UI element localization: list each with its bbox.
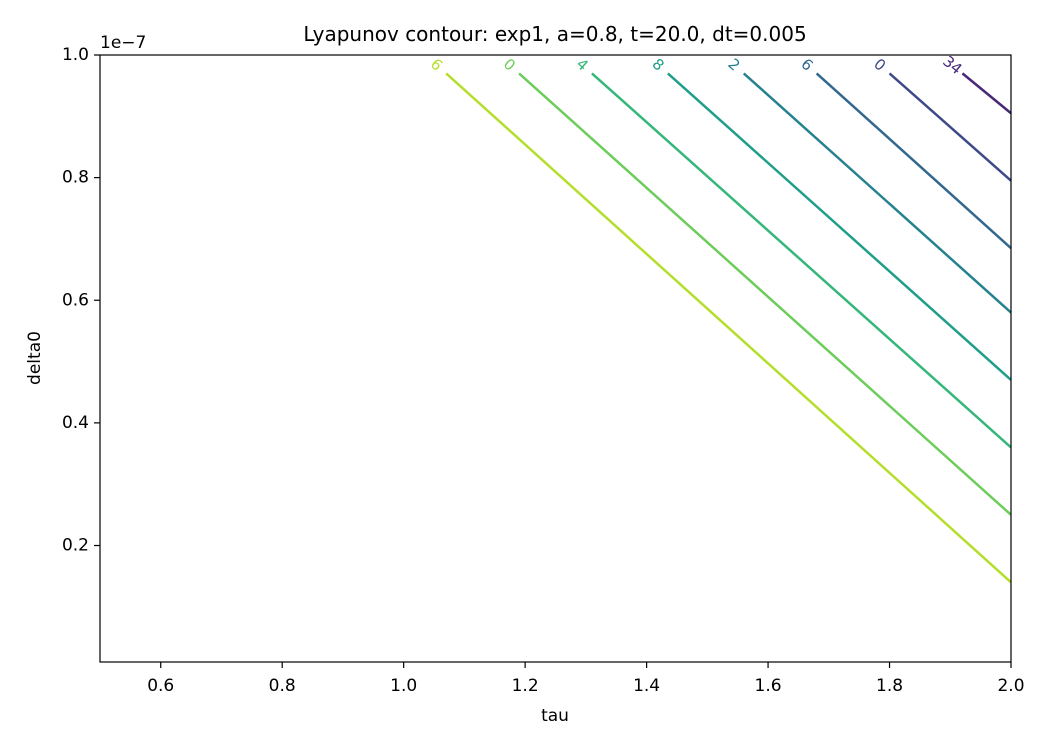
y-tick-label: 0.2 (62, 536, 89, 556)
x-tick-label: 1.4 (633, 676, 660, 696)
y-tick-label: 0.8 (62, 168, 89, 188)
plot-area-frame (99, 54, 1012, 663)
y-axis-label: delta0 (25, 331, 45, 385)
y-axis-offset-label: 1e−7 (100, 33, 146, 53)
contour-line-1 (445, 72, 1012, 584)
x-tick-label: 0.6 (147, 676, 174, 696)
y-axis-ticks: 0.2 0.4 0.6 0.8 1.0 (62, 45, 100, 556)
contour-line-4 (667, 72, 1012, 381)
contour-label-7: 0 (870, 55, 889, 75)
y-tick-label: 1.0 (62, 45, 89, 65)
contour-label-1: 6 (427, 55, 446, 75)
contour-label-8: 34 (939, 52, 965, 78)
contour-label-4: 8 (649, 55, 668, 75)
contour-labels: 6 0 4 8 2 6 0 34 (427, 52, 966, 78)
contour-line-3 (591, 72, 1012, 449)
contour-line-6 (815, 72, 1012, 250)
x-tick-label: 2.0 (997, 676, 1024, 696)
y-tick-label: 0.6 (62, 290, 89, 310)
contour-label-5: 2 (725, 55, 744, 75)
contour-label-2: 0 (500, 55, 519, 75)
contour-line-8 (961, 72, 1012, 115)
x-axis-ticks: 0.6 0.8 1.0 1.2 1.4 1.6 1.8 2.0 (147, 662, 1025, 696)
chart-title: Lyapunov contour: exp1, a=0.8, t=20.0, d… (303, 22, 806, 46)
contour-label-3: 4 (573, 55, 592, 75)
x-axis-label: tau (541, 706, 569, 726)
contour-label-6: 6 (797, 55, 816, 75)
x-tick-label: 0.8 (269, 676, 296, 696)
contour-lines (445, 72, 1012, 584)
x-tick-label: 1.0 (390, 676, 417, 696)
x-tick-label: 1.2 (512, 676, 539, 696)
contour-line-7 (888, 72, 1012, 182)
x-tick-label: 1.6 (755, 676, 782, 696)
x-tick-label: 1.8 (876, 676, 903, 696)
contour-line-2 (518, 72, 1012, 516)
y-tick-label: 0.4 (62, 413, 89, 433)
contour-line-5 (742, 72, 1012, 314)
